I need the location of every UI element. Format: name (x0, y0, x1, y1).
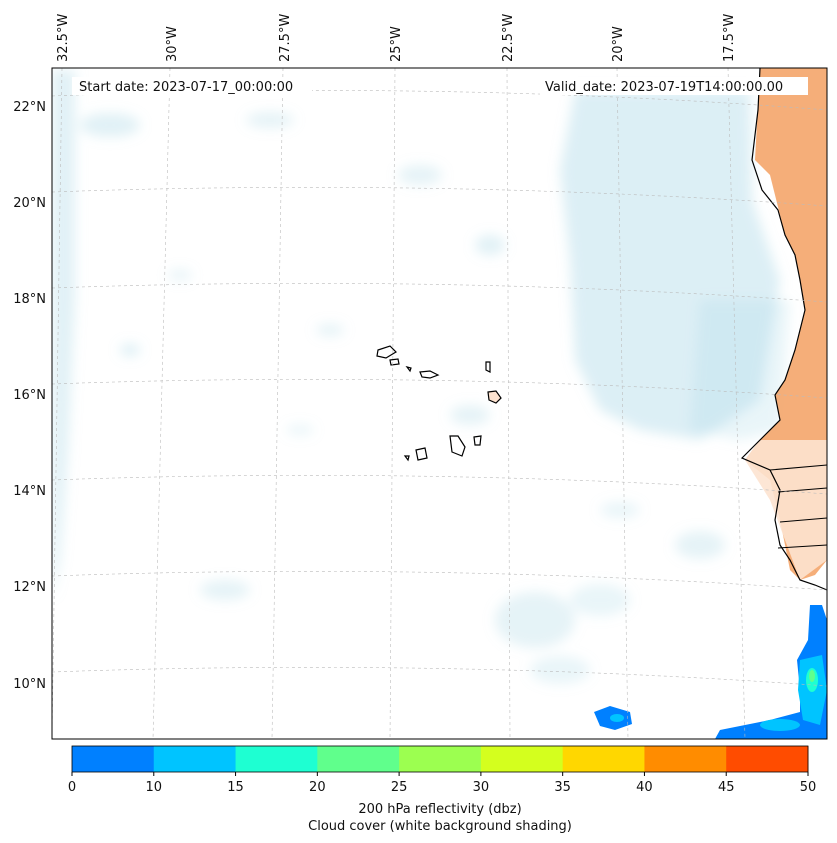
colorbar-segment (399, 746, 482, 772)
colorbar-segment (480, 746, 564, 772)
coastline (740, 68, 827, 591)
colorbar-segment (235, 746, 318, 772)
lat-label-12n: 12°N (13, 580, 46, 595)
colorbar-tick-label: 30 (473, 780, 490, 795)
lat-label-10n: 10°N (13, 677, 46, 692)
colorbar: 0 10 15 20 25 30 35 40 45 50 (68, 745, 817, 795)
lon-label-25w: 25°W (389, 26, 404, 62)
lat-label-22n: 22°N (13, 100, 46, 115)
colorbar-segment (562, 746, 645, 772)
colorbar-segment (153, 746, 237, 772)
lon-label-20w: 20°W (611, 26, 626, 62)
start-date-label: Start date: 2023-07-17_00:00:00 (79, 80, 293, 95)
lon-label-30w: 30°W (165, 26, 180, 62)
reflectivity-patches (594, 605, 827, 739)
latitude-labels: 22°N 20°N 18°N 16°N 14°N 12°N 10°N (13, 100, 46, 692)
valid-date-label: Valid_date: 2023-07-19T14:00:00.00 (545, 80, 783, 95)
colorbar-frame (71, 745, 809, 773)
colorbar-tick-label: 10 (146, 780, 163, 795)
lat-label-14n: 14°N (13, 484, 46, 499)
colorbar-tick-label: 45 (718, 780, 735, 795)
lon-label-17-5w: 17.5°W (722, 14, 737, 62)
lon-label-22-5w: 22.5°W (501, 14, 516, 62)
colorbar-segment (72, 746, 155, 772)
colorbar-sublabel: Cloud cover (white background shading) (308, 819, 572, 834)
colorbar-segment (644, 746, 727, 772)
colorbar-tick-label: 35 (554, 780, 571, 795)
colorbar-tick-label: 25 (391, 780, 408, 795)
cloud-cover-shading (52, 70, 790, 684)
colorbar-segment (726, 746, 809, 772)
cape-verde-islands (376, 345, 502, 462)
map-area (52, 68, 827, 739)
colorbar-segment (317, 746, 400, 772)
colorbar-tick-label: 50 (800, 780, 817, 795)
colorbar-label: 200 hPa reflectivity (dbz) (358, 802, 521, 817)
colorbar-tick-label: 20 (309, 780, 326, 795)
lon-label-32-5w: 32.5°W (56, 14, 71, 62)
map-frame (51, 67, 828, 740)
lat-label-16n: 16°N (13, 388, 46, 403)
lat-label-18n: 18°N (13, 292, 46, 307)
colorbar-tick-label: 0 (68, 780, 76, 795)
lat-label-20n: 20°N (13, 196, 46, 211)
colorbar-tick-label: 40 (636, 780, 653, 795)
lon-label-27-5w: 27.5°W (278, 14, 293, 62)
colorbar-tick-label: 15 (227, 780, 244, 795)
longitude-labels: 32.5°W 30°W 27.5°W 25°W 22.5°W 20°W 17.5… (56, 14, 737, 62)
